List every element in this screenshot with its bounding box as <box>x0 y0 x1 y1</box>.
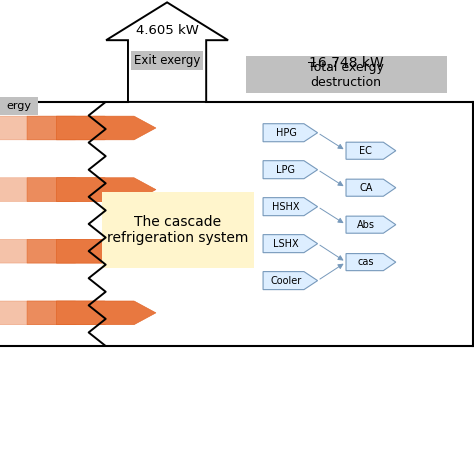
Polygon shape <box>27 116 127 140</box>
Text: 4.605 kW: 4.605 kW <box>136 24 199 37</box>
Polygon shape <box>56 301 156 325</box>
Polygon shape <box>346 254 396 271</box>
Polygon shape <box>346 179 396 196</box>
Polygon shape <box>263 235 318 253</box>
FancyBboxPatch shape <box>131 51 203 70</box>
Text: The cascade
refrigeration system: The cascade refrigeration system <box>107 215 248 245</box>
Polygon shape <box>56 239 156 263</box>
Polygon shape <box>0 301 97 325</box>
Polygon shape <box>263 124 318 142</box>
Polygon shape <box>27 301 127 325</box>
FancyBboxPatch shape <box>0 97 38 115</box>
Polygon shape <box>0 116 97 140</box>
FancyBboxPatch shape <box>102 192 254 268</box>
Text: EC: EC <box>359 146 373 156</box>
FancyBboxPatch shape <box>246 56 447 93</box>
Polygon shape <box>0 239 97 263</box>
Polygon shape <box>346 216 396 233</box>
Text: Total exergy
destruction: Total exergy destruction <box>308 61 384 89</box>
Polygon shape <box>263 272 318 290</box>
Text: 16.748 kW: 16.748 kW <box>309 56 383 70</box>
Text: ergy: ergy <box>7 100 31 111</box>
Text: HPG: HPG <box>275 128 296 138</box>
Polygon shape <box>27 239 127 263</box>
Polygon shape <box>263 198 318 216</box>
Text: HSHX: HSHX <box>272 201 300 212</box>
Text: cas: cas <box>358 257 374 267</box>
Polygon shape <box>263 161 318 179</box>
Polygon shape <box>27 178 127 201</box>
Polygon shape <box>0 178 97 201</box>
Text: Abs: Abs <box>357 219 375 230</box>
Polygon shape <box>106 2 228 102</box>
Polygon shape <box>346 142 396 159</box>
Text: CA: CA <box>359 182 373 193</box>
Text: Cooler: Cooler <box>270 275 301 286</box>
Text: LPG: LPG <box>276 164 295 175</box>
Polygon shape <box>56 116 156 140</box>
Polygon shape <box>56 178 156 201</box>
Text: Exit exergy: Exit exergy <box>134 54 201 67</box>
Text: LSHX: LSHX <box>273 238 299 249</box>
